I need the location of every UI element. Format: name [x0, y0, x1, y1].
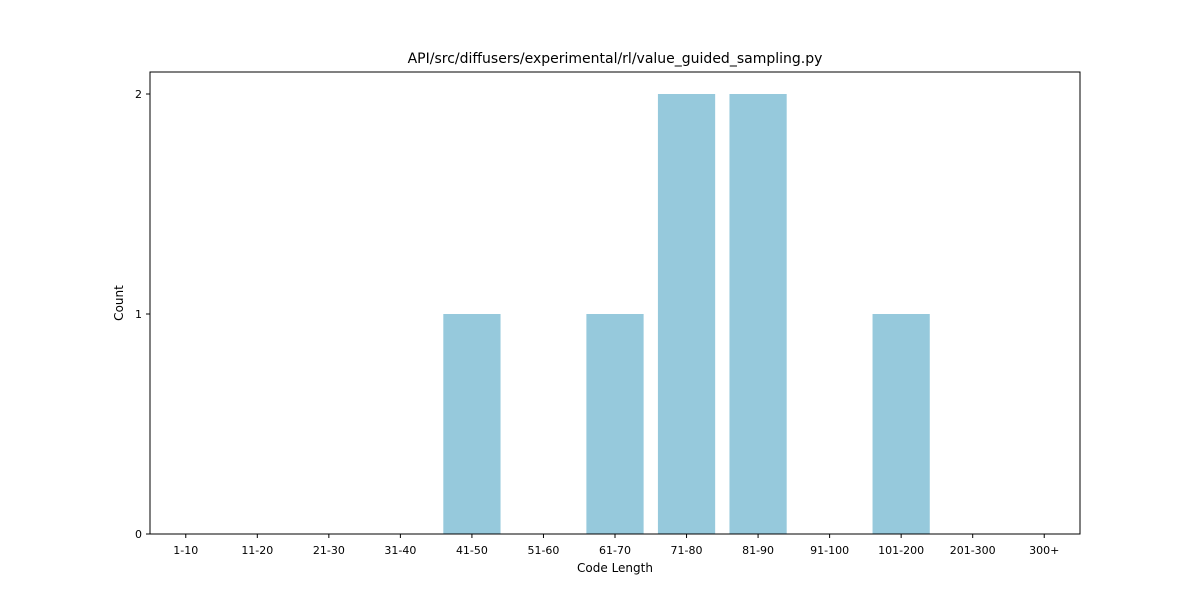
- x-tick-label: 1-10: [173, 544, 198, 557]
- x-tick-label: 41-50: [456, 544, 488, 557]
- chart-title: API/src/diffusers/experimental/rl/value_…: [408, 51, 823, 67]
- bar-61-70: [586, 314, 644, 534]
- x-tick-label: 61-70: [599, 544, 631, 557]
- x-tick-label: 201-300: [950, 544, 996, 557]
- y-tick-label: 2: [135, 88, 142, 101]
- y-tick-label: 0: [135, 528, 142, 541]
- x-tick-label: 101-200: [878, 544, 924, 557]
- y-tick-label: 1: [135, 308, 142, 321]
- bar-81-90: [729, 94, 787, 534]
- x-tick-label: 21-30: [313, 544, 345, 557]
- x-tick-label: 51-60: [527, 544, 559, 557]
- bar-101-200: [872, 314, 930, 534]
- bar-41-50: [443, 314, 501, 534]
- x-tick-label: 91-100: [810, 544, 849, 557]
- y-axis-ticks: 0 1 2: [135, 88, 150, 541]
- bar-71-80: [657, 94, 716, 534]
- x-tick-label: 11-20: [241, 544, 273, 557]
- x-axis-ticks: 1-10 11-20 21-30 31-40 41-50 51-60 61-70 71-80 8…: [173, 534, 1059, 557]
- x-tick-label: 300+: [1029, 544, 1059, 557]
- y-axis-label: Count: [112, 285, 126, 321]
- x-tick-label: 81-90: [742, 544, 774, 557]
- x-axis-label: Code Length: [577, 561, 653, 575]
- x-tick-label: 71-80: [671, 544, 703, 557]
- bars-group: [443, 94, 930, 534]
- x-tick-label: 31-40: [384, 544, 416, 557]
